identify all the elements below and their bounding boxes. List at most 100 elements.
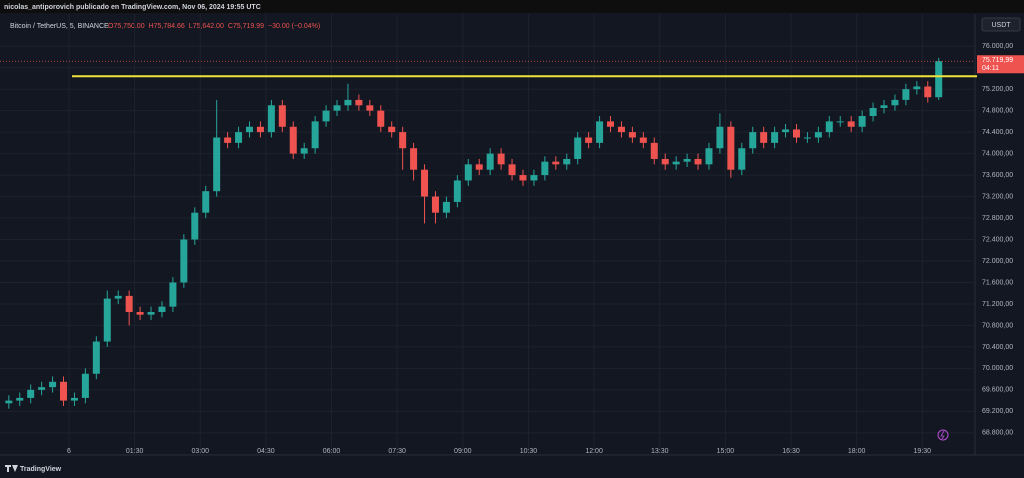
candle-body — [147, 312, 155, 315]
currency-box[interactable] — [981, 17, 1021, 32]
candle-body — [825, 121, 833, 133]
y-tick-label: 73.200,00 — [982, 193, 1013, 200]
alert-icon[interactable] — [937, 429, 949, 441]
candle-body — [256, 126, 264, 133]
y-tick-label: 70.000,00 — [982, 365, 1013, 372]
symbol-title: Bitcoin / TetherUS, 5, BINANCE — [10, 23, 109, 30]
candle-body — [869, 107, 877, 117]
candle-body — [727, 126, 735, 170]
candle-body — [191, 212, 199, 240]
candle-body — [716, 126, 724, 149]
candle-body — [617, 126, 625, 133]
y-tick-label: 75.200,00 — [982, 86, 1013, 93]
candle-body — [70, 397, 78, 401]
y-tick-label: 73.600,00 — [982, 172, 1013, 179]
y-tick-label: 76.000,00 — [982, 43, 1013, 50]
x-tick-label: 04:30 — [257, 448, 275, 455]
candle-body — [322, 110, 330, 122]
candle-body — [333, 105, 341, 111]
y-tick-label: 72.000,00 — [982, 258, 1013, 265]
candle-body — [235, 132, 243, 143]
candle-body — [541, 161, 549, 176]
candle-body — [672, 161, 680, 165]
x-tick-label: 13:30 — [651, 448, 669, 455]
candle-body — [607, 121, 615, 127]
candle-body — [355, 99, 363, 106]
candle-body — [442, 201, 450, 213]
brand-logo — [5, 465, 18, 472]
ohlc-value: L75,642.00 — [189, 23, 224, 30]
y-tick-label: 74.800,00 — [982, 107, 1013, 114]
candle-body — [114, 295, 122, 299]
candle-body — [924, 86, 932, 98]
y-tick-label: 69.200,00 — [982, 408, 1013, 415]
candle-body — [421, 169, 429, 197]
candle-body — [530, 175, 538, 181]
x-tick-label: 10:30 — [520, 448, 538, 455]
candle-body — [169, 282, 177, 307]
candle-body — [738, 148, 746, 170]
candle-body — [158, 306, 166, 313]
ohlc-value: C75,719.99 — [228, 23, 264, 30]
y-tick-label: 74.000,00 — [982, 150, 1013, 157]
x-tick-label: 07:30 — [388, 448, 406, 455]
ohlc-legend: O75,750.00 H75,784.66 L75,642.00 C75,719.99… — [108, 23, 320, 30]
y-tick-label: 70.800,00 — [982, 322, 1013, 329]
y-tick-label: 74.400,00 — [982, 129, 1013, 136]
candle-body — [399, 132, 407, 149]
x-tick-label: 18:00 — [848, 448, 866, 455]
candle-body — [103, 298, 111, 342]
ohlc-value: H75,784.66 — [149, 23, 185, 30]
candle-body — [49, 381, 57, 388]
brand: TradingView — [20, 466, 62, 473]
candle-body — [705, 148, 713, 165]
candle-body — [202, 191, 210, 213]
candle-body — [486, 153, 494, 170]
candle-body — [497, 153, 505, 165]
candle-body — [60, 381, 68, 401]
candle-body — [410, 148, 418, 170]
candle-body — [563, 158, 571, 165]
candle-body — [574, 137, 582, 159]
candle-body — [639, 137, 647, 143]
candle-body — [814, 132, 822, 138]
last-price-label: 75.719,99 — [982, 57, 1013, 64]
y-tick-label: 68.800,00 — [982, 430, 1013, 437]
ohlc-value: −30.00 (−0.04%) — [268, 23, 320, 30]
candle-body — [38, 387, 46, 390]
candle-body — [913, 86, 921, 90]
candle-body — [278, 105, 286, 127]
candle-body — [431, 196, 439, 213]
y-tick-label: 71.200,00 — [982, 301, 1013, 308]
x-tick-label: 01:30 — [126, 448, 144, 455]
y-tick-label: 71.600,00 — [982, 279, 1013, 286]
candle-body — [245, 126, 253, 133]
candle-body — [136, 312, 144, 315]
y-tick-label: 72.400,00 — [982, 236, 1013, 243]
candle-body — [311, 121, 319, 149]
candle-body — [650, 142, 658, 159]
candle-body — [300, 148, 308, 154]
x-tick-label: 12:00 — [585, 448, 603, 455]
candle-body — [81, 373, 89, 398]
attribution: nicolas_antiporovich publicado en Tradin… — [4, 4, 261, 11]
candle-body — [760, 132, 768, 143]
top-bar — [0, 0, 1024, 13]
candle-body — [585, 137, 593, 143]
candle-body — [803, 137, 811, 139]
candle-body — [344, 99, 352, 106]
candle-body — [289, 126, 297, 154]
x-tick-label: 16:30 — [782, 448, 800, 455]
ohlc-value: O75,750.00 — [108, 23, 145, 30]
candle-body — [180, 239, 188, 283]
x-tick-label: 06:00 — [323, 448, 341, 455]
x-tick-label: 03:00 — [191, 448, 209, 455]
x-tick-label: 6 — [67, 448, 71, 455]
candle-body — [749, 132, 757, 149]
candle-body — [388, 126, 396, 133]
candle-body — [92, 341, 100, 374]
candle-body — [366, 105, 374, 111]
candle-body — [552, 161, 560, 165]
